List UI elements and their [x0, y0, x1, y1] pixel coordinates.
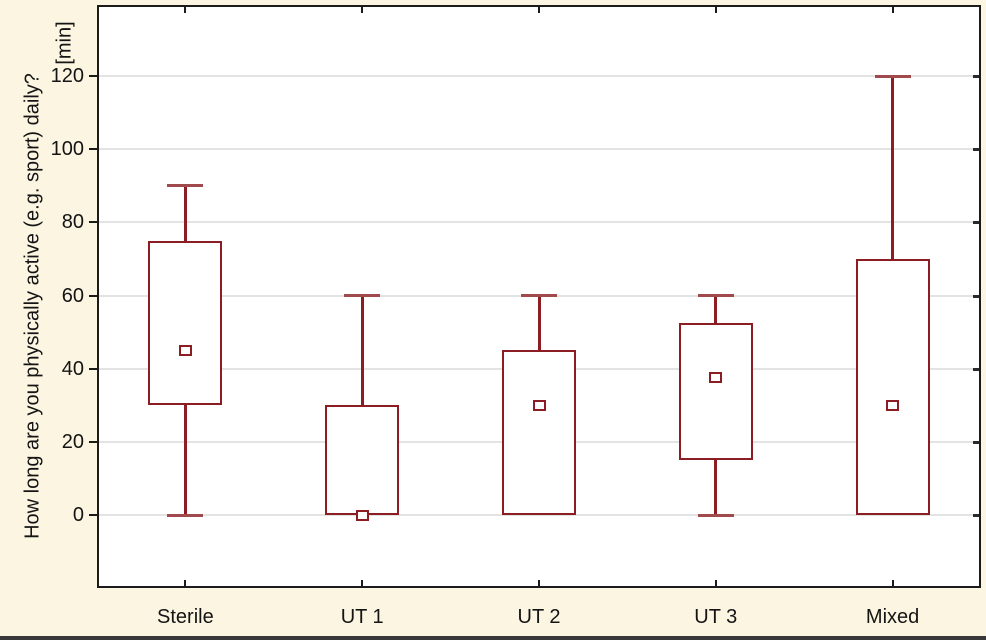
box-whisker	[360, 295, 364, 406]
right-tick-mark	[973, 75, 979, 78]
y-tick-mark	[89, 148, 97, 151]
category-tick-mark	[361, 7, 364, 13]
right-tick-mark	[973, 514, 979, 517]
box-whisker	[183, 405, 187, 515]
category-label: Sterile	[157, 606, 214, 628]
category-tick-mark	[538, 7, 540, 13]
mean-marker	[886, 399, 900, 411]
category-tick-mark	[361, 580, 364, 586]
whisker-cap	[697, 294, 734, 297]
mean-marker	[709, 372, 723, 384]
category-label: UT 2	[517, 606, 561, 628]
box-whisker	[537, 295, 541, 351]
category-label: UT 1	[340, 606, 384, 628]
y-tick-mark	[89, 367, 97, 370]
category-tick-mark	[714, 580, 717, 586]
box	[502, 350, 576, 515]
gridline	[99, 148, 979, 151]
y-tick-label: 20	[61, 430, 84, 453]
whisker-cap	[167, 184, 204, 188]
mean-marker	[178, 344, 192, 356]
box	[678, 322, 753, 461]
y-tick-mark	[89, 221, 97, 224]
whisker-cap	[167, 513, 204, 517]
right-tick-mark	[973, 294, 979, 298]
box-whisker	[891, 76, 895, 259]
whisker-cap	[344, 294, 381, 297]
y-tick-mark	[89, 514, 97, 516]
y-tick-label: 0	[72, 504, 84, 526]
box	[855, 258, 930, 515]
category-tick-mark	[891, 7, 894, 13]
box	[325, 405, 400, 515]
category-tick-mark	[891, 580, 894, 586]
box-whisker	[183, 185, 187, 241]
y-tick-mark	[89, 440, 97, 443]
gridline	[99, 221, 979, 224]
y-tick-label: 40	[61, 357, 84, 380]
right-tick-mark	[973, 440, 979, 444]
right-tick-mark	[973, 367, 979, 371]
whisker-cap	[521, 294, 557, 297]
whisker-cap	[697, 513, 734, 517]
plot-area	[97, 5, 981, 588]
box	[148, 240, 223, 406]
box-whisker	[714, 460, 718, 515]
mean-marker	[532, 399, 546, 411]
y-tick-mark	[89, 294, 97, 297]
bottom-border	[0, 636, 986, 640]
whisker-cap	[874, 74, 911, 78]
gridline	[99, 514, 979, 516]
category-label: Mixed	[865, 606, 920, 628]
y-tick-mark	[89, 75, 97, 77]
y-tick-label: 120	[50, 65, 84, 87]
category-tick-mark	[184, 7, 187, 13]
y-tick-label: 80	[61, 211, 84, 234]
category-label: UT 3	[694, 606, 738, 628]
y-axis-unit-label: [min]	[53, 21, 76, 65]
box-whisker	[714, 295, 718, 323]
right-tick-mark	[973, 148, 979, 152]
y-tick-label: 100	[50, 138, 84, 161]
category-tick-mark	[184, 580, 187, 586]
right-tick-mark	[973, 221, 979, 225]
category-tick-mark	[538, 580, 540, 586]
mean-marker	[355, 509, 369, 521]
y-tick-label: 60	[61, 284, 84, 307]
category-tick-mark	[714, 7, 717, 13]
gridline	[99, 75, 979, 77]
